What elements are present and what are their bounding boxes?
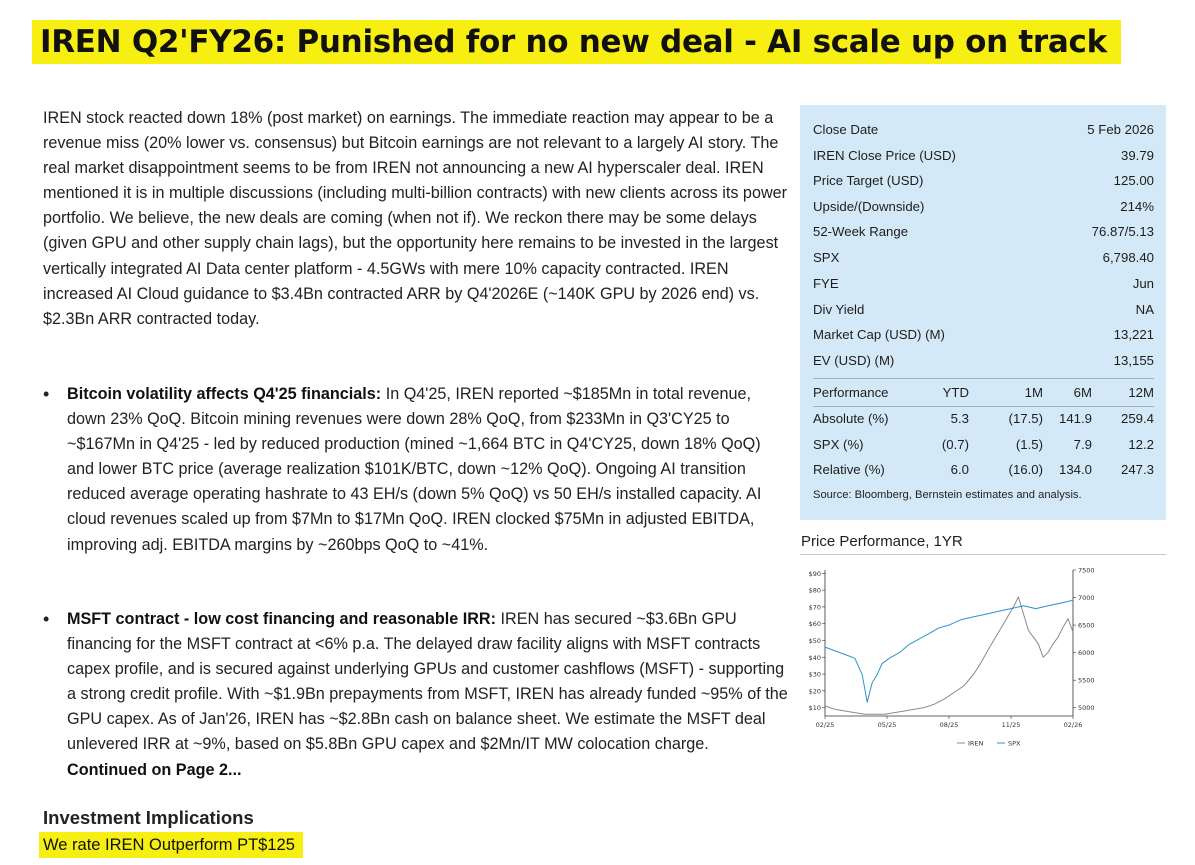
data-label: 52-Week Range	[813, 224, 909, 239]
stock-data-box: Close Date 5 Feb 2026 IREN Close Price (U…	[800, 105, 1166, 520]
data-value: 13,155	[1113, 353, 1154, 368]
bullet-msft-contract: • MSFT contract - low cost financing and …	[43, 607, 789, 783]
data-label: Close Date	[813, 122, 879, 137]
divider	[813, 378, 1154, 379]
y-left-tick-label: $10	[809, 704, 821, 712]
data-row: Close Date 5 Feb 2026	[813, 120, 1154, 140]
y-left-tick-label: $40	[809, 654, 821, 662]
legend-label-spx: SPX	[1008, 740, 1021, 748]
data-row: EV (USD) (M) 13,155	[813, 351, 1154, 371]
y-right-tick-label: 7000	[1078, 594, 1095, 602]
x-tick-label: 02/26	[1064, 721, 1083, 729]
data-row: SPX 6,798.40	[813, 248, 1154, 268]
perf-row-label: SPX (%)	[813, 437, 864, 452]
data-row: Div Yield NA	[813, 300, 1154, 320]
data-row: FYE Jun	[813, 274, 1154, 294]
data-label: IREN Close Price (USD)	[813, 148, 956, 163]
data-label: EV (USD) (M)	[813, 353, 895, 368]
data-row: IREN Close Price (USD) 39.79	[813, 146, 1154, 166]
y-left-tick-label: $70	[809, 603, 821, 611]
data-row: Price Target (USD) 125.00	[813, 171, 1154, 191]
data-value: 39.79	[1120, 148, 1154, 163]
perf-header-12m: 12M	[1128, 385, 1154, 400]
data-value: 6,798.40	[1102, 250, 1154, 265]
perf-cell: 12.2	[1128, 437, 1154, 452]
y-right-tick-label: 7500	[1078, 567, 1095, 575]
investment-rating: We rate IREN Outperform PT$125	[39, 832, 303, 858]
data-row: Market Cap (USD) (M) 13,221	[813, 325, 1154, 345]
series-line-spx	[824, 599, 1074, 703]
investment-heading: Investment Implications	[43, 807, 254, 828]
chart-title: Price Performance, 1YR	[801, 533, 963, 550]
bullet-dot: •	[43, 609, 50, 629]
bullet-bitcoin-volatility: • Bitcoin volatility affects Q4'25 financ…	[43, 382, 789, 558]
y-right-tick-label: 5500	[1078, 677, 1095, 685]
perf-cell: (17.5)	[1008, 411, 1043, 426]
x-tick-label: 05/25	[878, 721, 897, 729]
y-right-tick-label: 6500	[1078, 622, 1095, 630]
data-label: Price Target (USD)	[813, 173, 924, 188]
data-label: SPX	[813, 250, 840, 265]
y-left-tick-label: $30	[809, 671, 821, 679]
data-label: FYE	[813, 276, 839, 291]
y-right-tick-label: 5000	[1078, 704, 1095, 712]
y-left-tick-label: $50	[809, 637, 821, 645]
data-row: Upside/(Downside) 214%	[813, 197, 1154, 217]
perf-header-label: Performance	[813, 385, 889, 400]
performance-row: Relative (%) 6.0 (16.0) 134.0 247.3	[813, 460, 1154, 480]
data-label: Market Cap (USD) (M)	[813, 327, 945, 342]
data-value: Jun	[1132, 276, 1154, 291]
performance-header: Performance YTD 1M 6M 12M	[813, 383, 1154, 403]
bullet-heading: Bitcoin volatility affects Q4'25 financi…	[67, 385, 382, 403]
perf-header-ytd: YTD	[942, 385, 969, 400]
price-performance-chart: $90 $80 $70 $60 $50 $40 $30 $20 $10 7500 7000 6500 6…	[809, 567, 1095, 748]
perf-header-1m: 1M	[1024, 385, 1043, 400]
perf-cell: (16.0)	[1008, 462, 1043, 477]
perf-row-label: Relative (%)	[813, 462, 885, 477]
divider	[813, 406, 1154, 407]
chart-title-rule	[800, 554, 1166, 555]
perf-cell: 7.9	[1073, 437, 1092, 452]
y-left-tick-label: $80	[809, 587, 821, 595]
perf-header-6m: 6M	[1073, 385, 1092, 400]
perf-cell: 141.9	[1058, 411, 1092, 426]
data-row: 52-Week Range 76.87/5.13	[813, 222, 1154, 242]
intro-paragraph: IREN stock reacted down 18% (post market…	[43, 109, 788, 328]
performance-row: Absolute (%) 5.3 (17.5) 141.9 259.4	[813, 409, 1154, 429]
perf-cell: 6.0	[950, 462, 969, 477]
performance-row: SPX (%) (0.7) (1.5) 7.9 12.2	[813, 435, 1154, 455]
data-value: 13,221	[1113, 327, 1154, 342]
perf-cell: 247.3	[1120, 462, 1154, 477]
data-value: 5 Feb 2026	[1087, 122, 1154, 137]
x-tick-label: 02/25	[816, 721, 835, 729]
data-value: NA	[1135, 302, 1154, 317]
y-left-tick-label: $90	[809, 570, 821, 578]
perf-cell: 259.4	[1120, 411, 1154, 426]
perf-cell: (1.5)	[1015, 437, 1043, 452]
bullet-text: In Q4'25, IREN reported ~$185Mn in total…	[67, 385, 762, 554]
legend-label-iren: IREN	[968, 740, 984, 748]
continued-link[interactable]: Continued on Page 2...	[67, 760, 242, 779]
perf-cell: 5.3	[950, 411, 969, 426]
perf-cell: 134.0	[1058, 462, 1092, 477]
data-label: Div Yield	[813, 302, 865, 317]
data-value: 76.87/5.13	[1091, 224, 1154, 239]
source-note: Source: Bloomberg, Bernstein estimates a…	[813, 489, 1082, 501]
data-label: Upside/(Downside)	[813, 199, 925, 214]
bullet-dot: •	[43, 384, 50, 404]
x-tick-label: 11/25	[1002, 721, 1021, 729]
y-left-tick-label: $20	[809, 687, 821, 695]
data-value: 125.00	[1113, 173, 1154, 188]
bullet-heading: MSFT contract - low cost financing and r…	[67, 610, 497, 628]
y-left-tick-label: $60	[809, 620, 821, 628]
y-right-tick-label: 6000	[1078, 649, 1095, 657]
page-title: IREN Q2'FY26: Punished for no new deal -…	[32, 20, 1121, 64]
perf-cell: (0.7)	[941, 437, 969, 452]
bullet-text: IREN has secured ~$3.6Bn GPU financing f…	[67, 610, 788, 754]
x-tick-label: 08/25	[940, 721, 959, 729]
perf-row-label: Absolute (%)	[813, 411, 889, 426]
data-value: 214%	[1120, 199, 1154, 214]
series-line-iren	[824, 596, 1074, 715]
